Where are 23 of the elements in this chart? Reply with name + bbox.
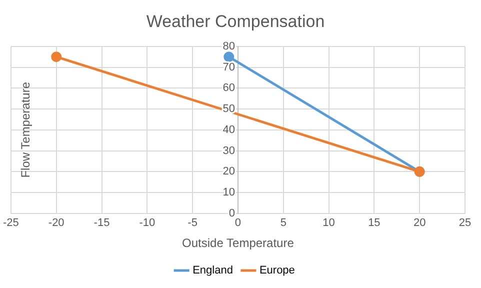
legend-label: England [192, 264, 233, 277]
x-tick-label: -10 [139, 217, 156, 230]
x-tick-label: 10 [322, 217, 335, 230]
y-tick-label: 10 [222, 186, 235, 199]
y-tick-label: 20 [222, 166, 235, 178]
x-axis-title: Outside Temperature [182, 236, 294, 250]
x-tick-label: 15 [368, 217, 380, 230]
y-axis-title: Flow Temperature [18, 82, 32, 178]
y-tick-label: 0 [228, 207, 235, 220]
x-tick-label: 20 [413, 217, 426, 230]
x-tick-label: 25 [458, 217, 472, 230]
x-tick-label: -5 [188, 217, 198, 230]
x-tick-label: -20 [48, 217, 64, 230]
legend-label: Europe [259, 264, 295, 277]
x-tick-label: 5 [280, 217, 286, 230]
y-tick-label: 60 [222, 82, 235, 94]
y-tick-label: 70 [222, 61, 235, 74]
chart-title: Weather Compensation [146, 12, 325, 31]
y-tick-label: 40 [222, 124, 235, 136]
x-tick-label: -15 [94, 217, 110, 230]
x-tick-label: -25 [2, 217, 19, 230]
y-tick-label: 30 [222, 144, 235, 157]
y-tick-label: 80 [222, 40, 235, 52]
